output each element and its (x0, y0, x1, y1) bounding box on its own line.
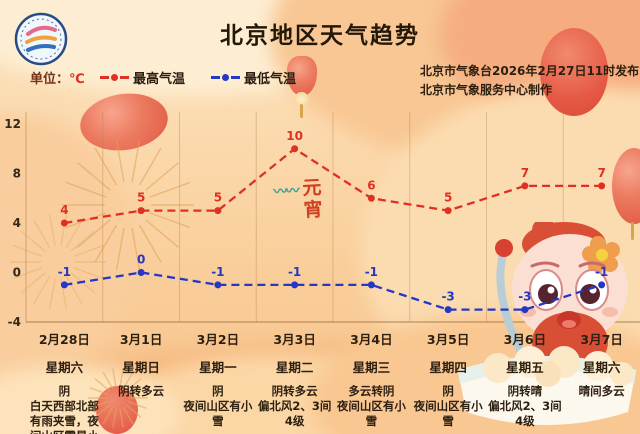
data-point (137, 269, 145, 276)
day-column: 3月3日星期二阴转多云 偏北风2、3间4级 (256, 329, 333, 434)
data-point-label: 5 (214, 191, 222, 205)
flower-icon (582, 236, 620, 274)
data-point (214, 281, 222, 289)
page-title: 北京地区天气趋势 (220, 23, 420, 49)
day-column: 3月6日星期五阴转晴 偏北风2、3间4级 (487, 329, 564, 434)
firework-ray (149, 212, 191, 229)
weather-line: 白天西部北部有雨夹雪，夜间山区零星小雪 (29, 398, 99, 434)
data-point-label: -1 (211, 265, 224, 279)
data-point (214, 207, 222, 215)
weekday-label: 星期六 (582, 360, 621, 375)
weather-line: 阴转晴 (507, 384, 543, 398)
weather-line: 夜间山区有小雪 (336, 398, 406, 428)
legend: 最高气温 最低气温 (100, 68, 296, 87)
date-label: 3月1日 (119, 332, 163, 347)
day-column: 3月7日星期六晴间多云 (563, 329, 640, 434)
date-label: 3月5日 (426, 332, 470, 347)
data-point-label: 5 (137, 191, 145, 205)
weather-description: 阴转多云 偏北风2、3间4级 (257, 384, 332, 429)
weather-description: 晴间多云 (564, 384, 639, 399)
weekday-label: 星期四 (429, 360, 467, 375)
weekday-label: 星期日 (122, 360, 160, 375)
weather-description: 阴夜间山区有小雪 (411, 384, 486, 429)
lantern-festival-decoration: 元宵 〰〰 (273, 177, 326, 224)
weather-description: 多云转阴 夜间山区有小雪 (334, 384, 409, 429)
data-point (291, 281, 299, 289)
min-temp-line-swatch (211, 74, 241, 81)
date-label: 3月7日 (580, 332, 623, 347)
unit-prefix: 单位： (30, 72, 70, 87)
weather-line: 阴转多云 (118, 384, 165, 398)
weekday-label: 星期二 (275, 360, 314, 375)
weekday-label: 星期六 (45, 360, 84, 375)
weather-description: 阴夜间山区有小雪 (181, 384, 256, 429)
firework-ray (138, 147, 162, 186)
unit-degree: ℃ (69, 72, 85, 87)
weather-line: 偏北风2、3间4级 (488, 398, 562, 428)
weekday-label: 星期一 (199, 360, 237, 375)
legend-label-min-temp: 最低气温 (244, 72, 297, 87)
date-label: 2月28日 (38, 332, 90, 347)
date-label: 3月6日 (503, 332, 547, 347)
data-point-label: -1 (288, 265, 301, 279)
weather-description: 阴转晴 偏北风2、3间4级 (488, 384, 563, 429)
legend-label-max-temp: 最高气温 (133, 72, 186, 87)
issue-info: 北京市气象台2026年2月27日11时发布 北京市气象服务中心制作 (420, 62, 639, 99)
legend-item-min-temp: 最低气温 (211, 68, 296, 87)
lantern-icon (287, 56, 317, 96)
weather-line: 夜间山区有小雪 (183, 398, 253, 428)
lantern-tassel (631, 222, 634, 240)
data-point (137, 207, 145, 215)
data-point-label: 0 (137, 253, 145, 267)
weather-line: 晴间多云 (578, 384, 625, 398)
day-column: 3月2日星期一阴夜间山区有小雪 (180, 329, 257, 434)
date-label: 3月4日 (350, 332, 393, 347)
tangyuan-balls (483, 346, 634, 387)
lantern-tassel (300, 104, 303, 118)
x-axis-labels: 2月28日星期六阴白天西部北部有雨夹雪，夜间山区零星小雪3月1日星期日阴转多云3… (26, 329, 640, 434)
date-label: 3月3日 (273, 332, 316, 347)
issue-line-1: 北京市气象台2026年2月27日11时发布 (420, 64, 640, 78)
festival-wave: 〰〰 (273, 183, 298, 201)
firework-ray (145, 219, 180, 248)
data-point-label: 10 (286, 129, 303, 143)
weather-line: 多云转阴 (348, 384, 395, 398)
data-point (291, 145, 299, 153)
day-column: 3月1日星期日阴转多云 (103, 329, 180, 434)
weather-line: 夜间山区有小雪 (413, 398, 483, 428)
day-column: 3月5日星期四阴夜间山区有小雪 (410, 329, 487, 434)
weather-line: 偏北风2、3间4级 (257, 398, 332, 428)
date-label: 3月2日 (196, 332, 240, 347)
weather-line: 阴 (212, 384, 224, 398)
lantern-icon (612, 148, 640, 224)
issue-line-2: 北京市气象服务中心制作 (420, 82, 553, 97)
weather-line: 阴 (442, 384, 454, 398)
lantern-icon (540, 28, 608, 116)
meteorological-service-logo (14, 12, 68, 66)
festival-text: 元宵 (298, 176, 324, 222)
legend-item-max-temp: 最高气温 (100, 68, 185, 87)
weather-description: 阴转多云 (104, 384, 179, 399)
weather-line: 阴转多云 (271, 384, 318, 398)
day-column: 3月4日星期三多云转阴 夜间山区有小雪 (333, 329, 410, 434)
firework-ray (145, 162, 180, 191)
weekday-label: 星期五 (506, 360, 544, 375)
lantern-glow (294, 92, 309, 107)
unit-label: 单位：℃ (30, 68, 85, 87)
firework-ray (149, 181, 191, 198)
weather-line: 阴 (58, 384, 71, 398)
firework-ray (138, 224, 162, 263)
weekday-label: 星期三 (352, 360, 391, 375)
max-temp-line-swatch (100, 74, 129, 81)
